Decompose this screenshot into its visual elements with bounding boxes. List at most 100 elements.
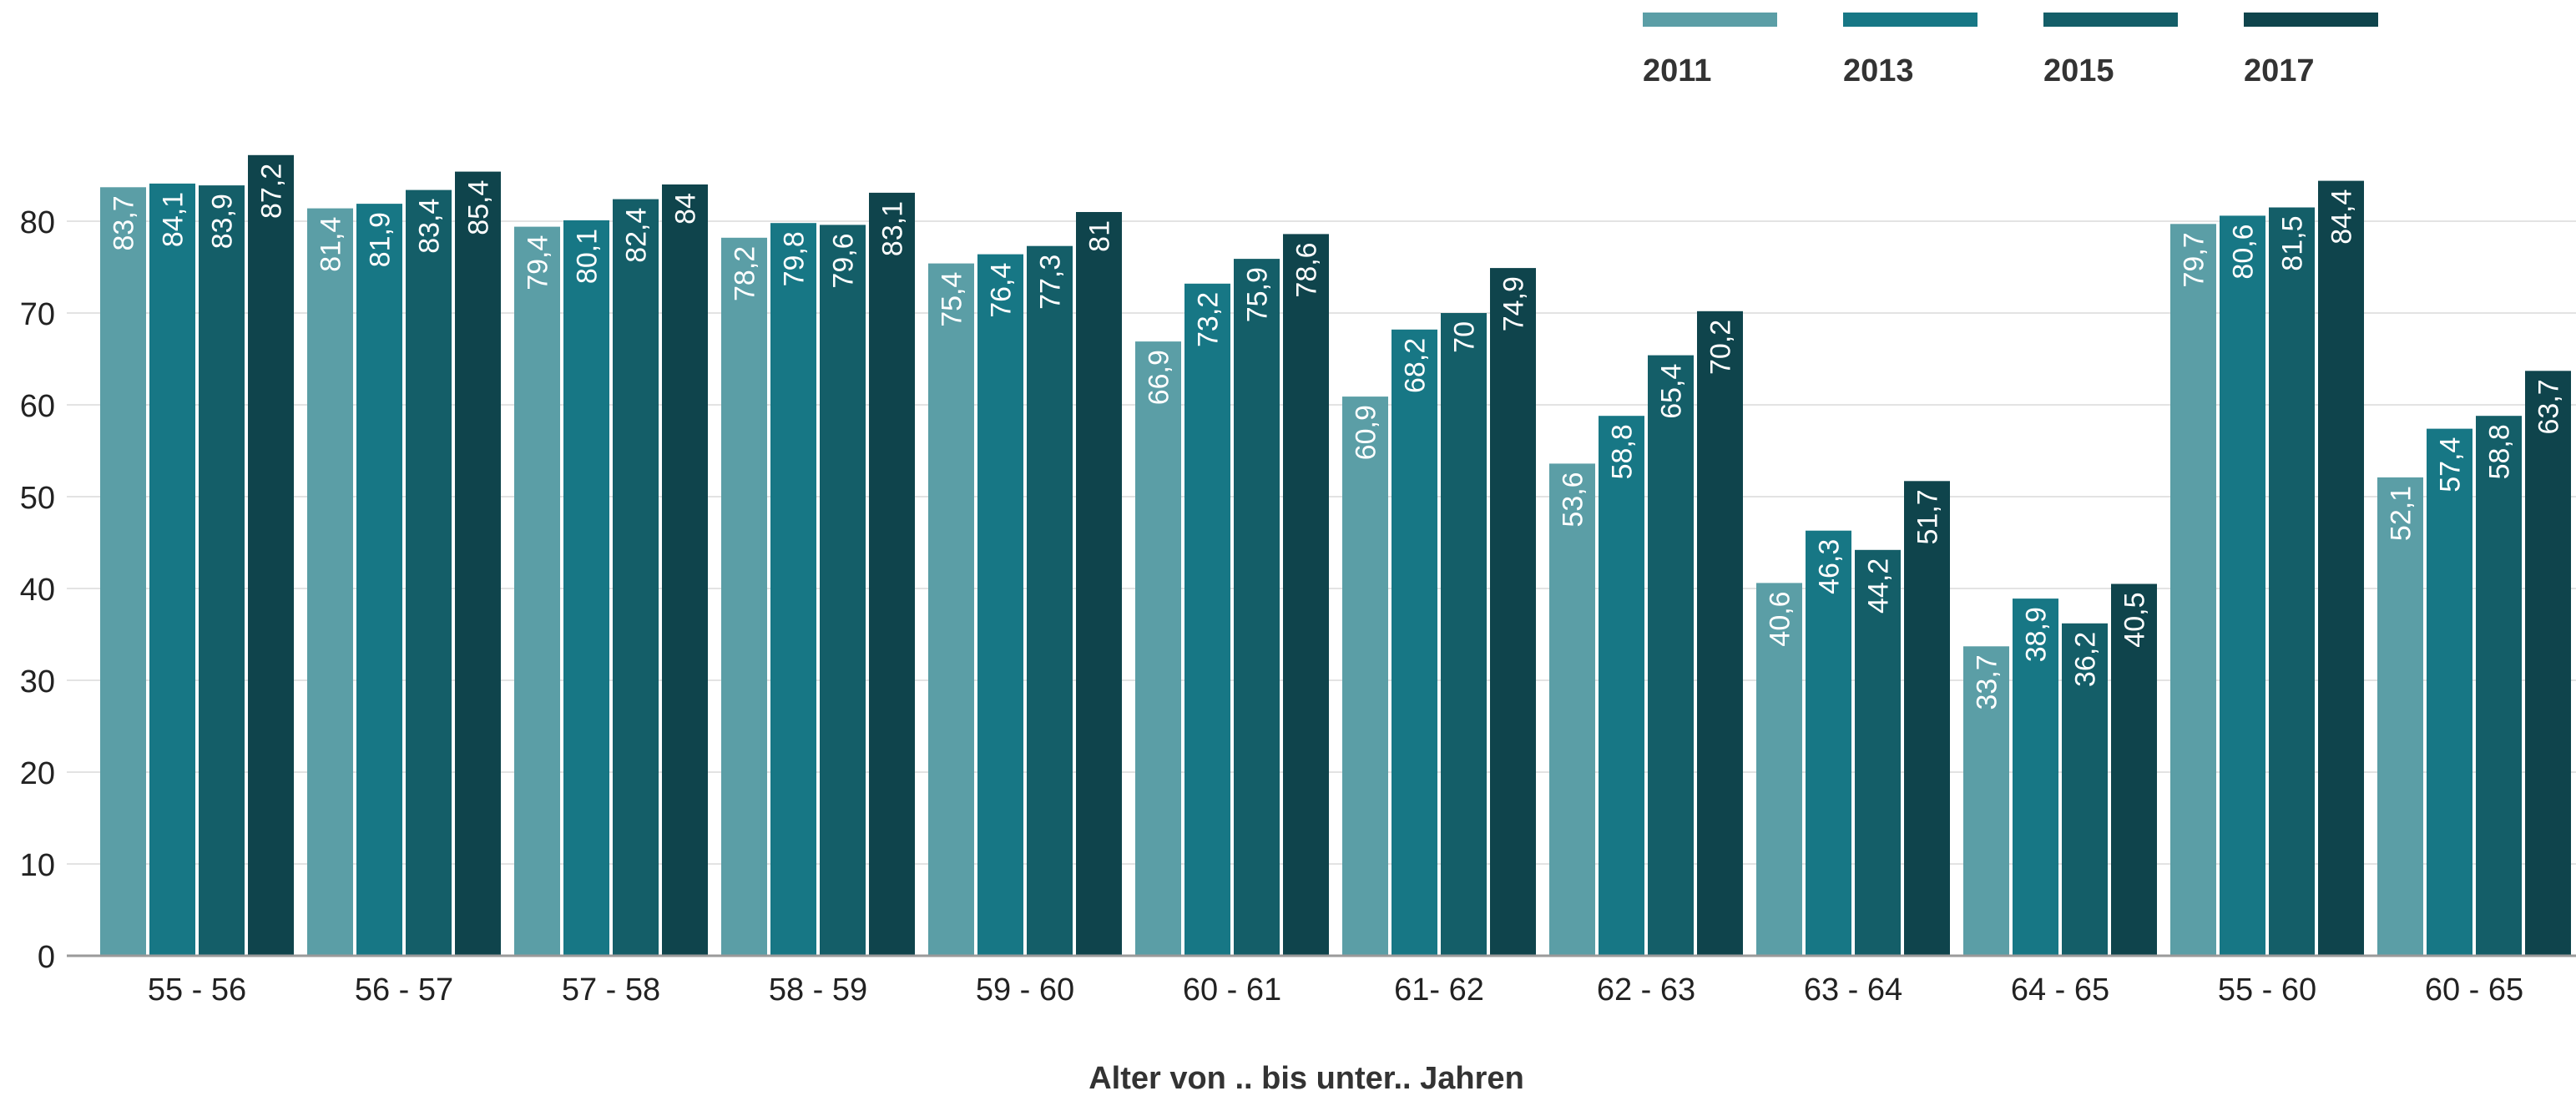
data-label: 81	[1084, 220, 1116, 252]
data-label: 63,7	[2533, 379, 2565, 434]
data-label: 40,6	[1765, 591, 1796, 646]
x-category-label: 60 - 61	[1183, 972, 1281, 1008]
bar-2013	[563, 220, 609, 956]
data-label: 58,8	[1607, 424, 1639, 479]
bar-2015	[2062, 623, 2108, 956]
legend-label: 2011	[1643, 53, 1711, 88]
data-label: 81,5	[2277, 216, 2309, 271]
data-label: 53,6	[1558, 472, 1589, 527]
data-label: 82,4	[621, 208, 653, 263]
bar-2017	[2318, 180, 2364, 957]
bar-2017	[1076, 212, 1122, 956]
bar-2017	[1904, 481, 1950, 956]
data-label: 38,9	[2021, 607, 2053, 662]
bar-2015	[406, 189, 452, 957]
bar-2013	[2013, 599, 2058, 956]
bar-2017	[1283, 234, 1329, 956]
x-category-label: 60 - 65	[2425, 972, 2523, 1008]
bar-2017	[455, 171, 501, 957]
data-label: 84,1	[158, 192, 189, 247]
legend-label: 2015	[2043, 53, 2114, 88]
data-label: 52,1	[2386, 486, 2417, 541]
x-axis-categories: 55 - 56 56 - 57 57 - 58 58 - 59 59 - 60 60 - …	[148, 972, 2523, 1008]
legend-swatch	[1843, 13, 1977, 27]
data-label: 60,9	[1351, 405, 1382, 460]
bar-2011	[2377, 477, 2423, 956]
data-label: 79,4	[523, 235, 554, 290]
data-label: 78,2	[730, 246, 761, 301]
x-category-label: 55 - 60	[2218, 972, 2316, 1008]
bar-2011	[721, 237, 767, 956]
bar-2017	[2111, 583, 2157, 956]
bar-2013	[356, 204, 402, 957]
bar-2015	[199, 185, 245, 957]
y-tick-label: 50	[20, 481, 55, 516]
data-label: 84,4	[2326, 189, 2358, 245]
data-label: 83,9	[207, 194, 239, 249]
data-label: 68,2	[1400, 338, 1432, 393]
data-label: 80,6	[2228, 224, 2260, 279]
x-category-label: 61- 62	[1394, 972, 1484, 1008]
data-label: 70,2	[1705, 320, 1737, 375]
y-tick-label: 20	[20, 756, 55, 791]
x-category-label: 55 - 56	[148, 972, 246, 1008]
bars	[100, 154, 2571, 957]
data-label: 70	[1449, 321, 1481, 353]
y-tick-label: 40	[20, 573, 55, 608]
data-label: 87,2	[256, 164, 288, 219]
legend-label: 2017	[2244, 53, 2315, 88]
legend-swatch	[2244, 13, 2378, 27]
bar-2013	[1392, 329, 1437, 956]
legend: 2011 2013 2015 2017	[1643, 13, 2378, 88]
bar-2013	[149, 183, 195, 956]
data-labels: 83,7 84,1 83,9 87,2 81,4 81,9 83,4 85,4 79,4 80,1…	[109, 164, 2565, 710]
legend-swatch	[2043, 13, 2178, 27]
data-label: 44,2	[1863, 558, 1895, 614]
data-label: 33,7	[1972, 654, 2003, 710]
data-label: 83,7	[109, 195, 140, 250]
bar-2013	[1184, 283, 1230, 956]
bar-2015	[2476, 416, 2522, 956]
data-label: 75,4	[937, 272, 968, 327]
bar-2017	[1490, 268, 1536, 957]
bar-2015	[1027, 245, 1073, 956]
bar-2017	[1697, 311, 1743, 956]
bar-2017	[248, 154, 294, 957]
data-label: 74,9	[1498, 276, 1530, 331]
data-label: 81,9	[365, 212, 397, 267]
data-label: 76,4	[986, 263, 1018, 318]
x-category-label: 58 - 59	[769, 972, 867, 1008]
x-category-label: 64 - 65	[2011, 972, 2109, 1008]
x-category-label: 59 - 60	[976, 972, 1074, 1008]
data-label: 78,6	[1291, 242, 1323, 297]
bar-2011	[1135, 341, 1181, 957]
bar-2013	[2220, 215, 2265, 956]
bar-2013	[2427, 428, 2472, 956]
bar-2015	[1855, 549, 1901, 956]
bar-2011	[1549, 463, 1595, 956]
legend-swatch	[1643, 13, 1777, 27]
bar-2015	[2269, 207, 2315, 956]
data-label: 57,4	[2435, 437, 2467, 492]
data-label: 75,9	[1242, 267, 1274, 322]
bar-2017	[662, 184, 708, 956]
y-tick-label: 80	[20, 205, 55, 240]
data-label: 83,1	[877, 201, 909, 256]
x-category-label: 56 - 57	[355, 972, 453, 1008]
bar-2013	[1599, 416, 1644, 956]
data-label: 85,4	[463, 180, 495, 235]
y-tick-label: 60	[20, 389, 55, 424]
y-tick-label: 70	[20, 297, 55, 332]
legend-label: 2013	[1843, 53, 1914, 88]
data-label: 79,8	[779, 231, 811, 286]
bar-2011	[1342, 396, 1388, 957]
bar-2015	[1648, 355, 1694, 957]
data-label: 79,7	[2179, 232, 2210, 287]
bar-2013	[770, 223, 816, 956]
bar-2011	[1963, 646, 2009, 956]
data-label: 84	[670, 193, 702, 225]
y-axis-ticks: 0 10 20 30 40 50 60 70 80	[20, 205, 55, 975]
bar-2015	[613, 199, 659, 957]
bar-2013	[977, 254, 1023, 957]
bar-2011	[307, 208, 353, 957]
